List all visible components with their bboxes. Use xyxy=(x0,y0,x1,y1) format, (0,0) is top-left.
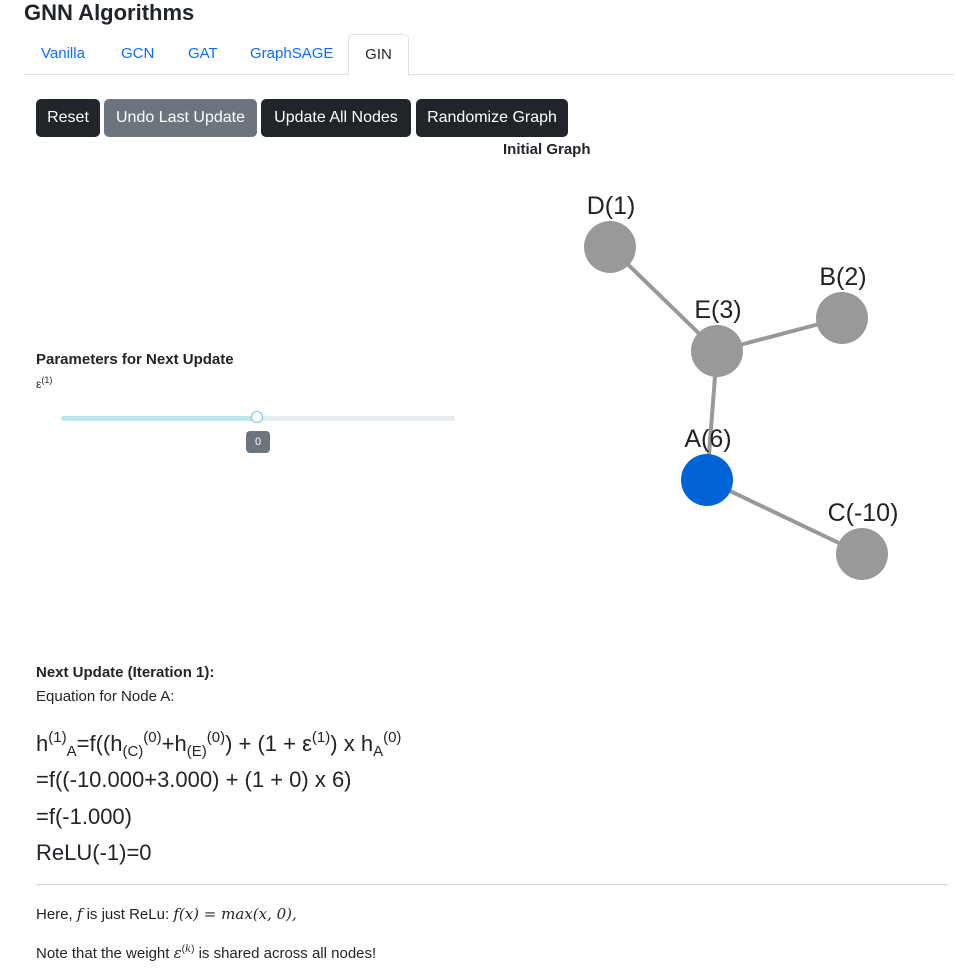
equation-label: Equation for Node A: xyxy=(36,688,175,705)
graph-canvas: D(1) B(2) E(3) A(6) C(-10) xyxy=(584,192,899,580)
reset-button[interactable]: Reset xyxy=(36,99,100,137)
update-all-nodes-button[interactable]: Update All Nodes xyxy=(261,99,411,137)
graph-node-a[interactable] xyxy=(681,454,733,506)
epsilon-slider-fill xyxy=(61,416,258,421)
section-divider xyxy=(36,884,948,885)
node-label-c: C(-10) xyxy=(828,499,899,527)
undo-last-update-button[interactable]: Undo Last Update xyxy=(104,99,257,137)
graph-node-b[interactable] xyxy=(816,292,868,344)
equation-line-3: =f(-1.000) xyxy=(36,804,132,829)
node-label-a: A(6) xyxy=(684,425,731,453)
relu-note: Here, f is just ReLu: f(x) = max(x, 0), xyxy=(36,905,297,923)
shared-weight-note: Note that the weight ε(k) is shared acro… xyxy=(36,944,377,962)
epsilon-symbol: ε xyxy=(36,377,42,391)
tab-vanilla[interactable]: Vanilla xyxy=(41,45,85,62)
page-title: GNN Algorithms xyxy=(24,0,195,25)
graph-node-e[interactable] xyxy=(691,325,743,377)
parameters-heading: Parameters for Next Update xyxy=(36,351,234,368)
graph-node-c[interactable] xyxy=(836,528,888,580)
graph-title: Initial Graph xyxy=(503,141,591,158)
randomize-graph-button[interactable]: Randomize Graph xyxy=(416,99,568,137)
relu-formula: f(x) = max(x, 0), xyxy=(173,905,297,923)
graph-nodes xyxy=(584,221,888,580)
equation-line-2: =f((-10.000+3.000) + (1 + 0) x 6) xyxy=(36,767,352,792)
tab-gin[interactable]: GIN xyxy=(348,34,409,76)
equation-line-4: ReLU(-1)=0 xyxy=(36,840,152,865)
epsilon-slider-value: 0 xyxy=(246,431,270,453)
equation-line-1: h(1)A=f((h(C)(0)+h(E)(0)) + (1 + ε(1)) x… xyxy=(36,729,402,760)
graph-edges xyxy=(608,245,863,556)
node-label-e: E(3) xyxy=(694,296,741,324)
epsilon-superscript: (1) xyxy=(41,375,53,385)
algorithm-tabs: Vanilla GCN GAT GraphSAGE GIN xyxy=(24,34,954,76)
node-label-b: B(2) xyxy=(819,263,866,291)
node-label-d: D(1) xyxy=(587,192,636,220)
edge-a-c xyxy=(706,478,863,556)
tab-graphsage[interactable]: GraphSAGE xyxy=(250,45,334,62)
next-update-heading: Next Update (Iteration 1): xyxy=(36,664,215,681)
epsilon-label: ε(1) xyxy=(36,375,52,391)
tab-gat[interactable]: GAT xyxy=(188,45,218,62)
epsilon-slider-thumb[interactable] xyxy=(251,411,263,423)
graph-node-d[interactable] xyxy=(584,221,636,273)
tab-gcn[interactable]: GCN xyxy=(121,45,155,62)
